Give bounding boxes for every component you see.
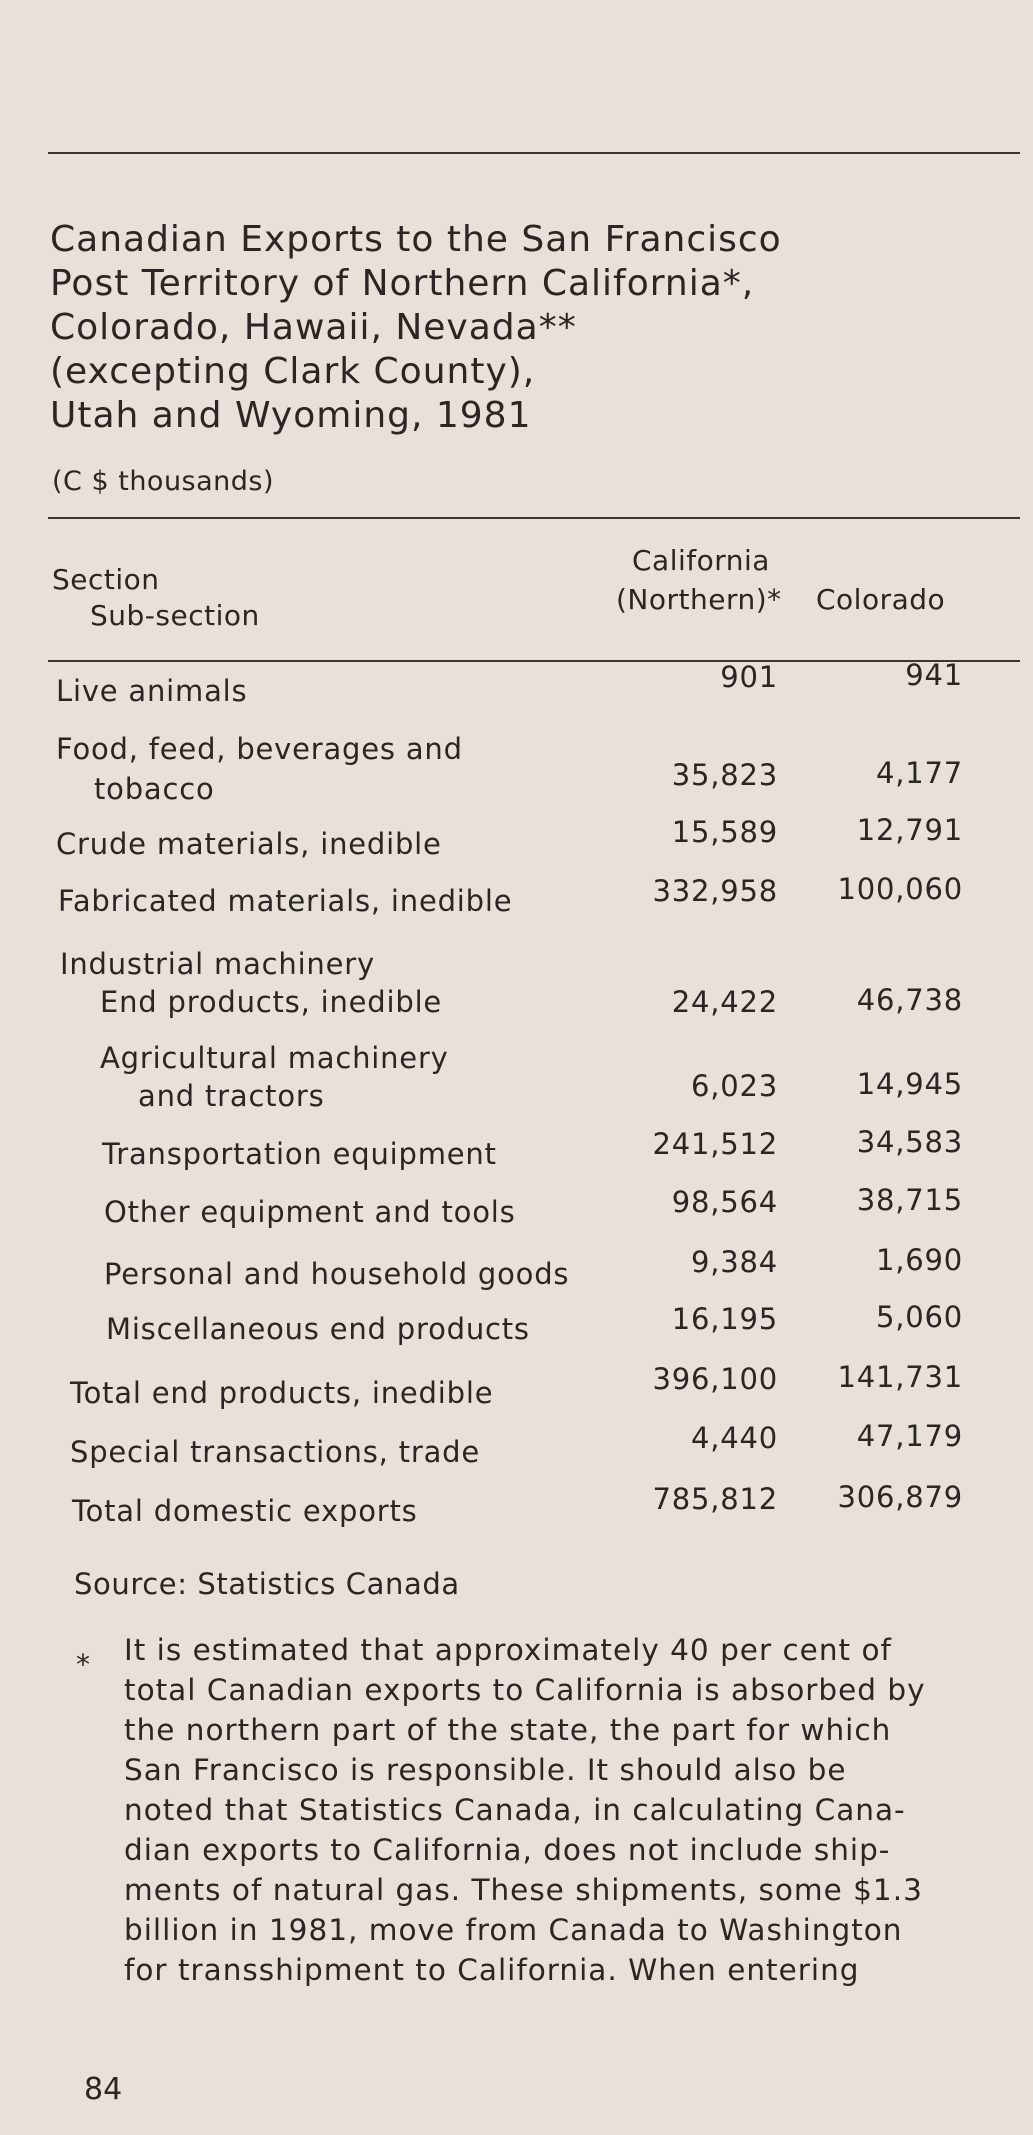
cell-california: 24,422	[671, 985, 778, 1019]
title-line: Colorado, Hawaii, Nevada**	[50, 307, 577, 348]
cell-colorado: 5,060	[875, 1300, 963, 1334]
header-colorado: Colorado	[816, 583, 946, 616]
cell-california: 35,823	[671, 758, 778, 792]
cell-colorado: 46,738	[856, 983, 963, 1017]
footnote-line: total Canadian exports to California is …	[124, 1673, 926, 1707]
footnote-line: for transshipment to California. When en…	[124, 1953, 860, 1987]
header-bottom-rule	[48, 660, 1020, 662]
row-label-continued: and tractors	[138, 1079, 325, 1113]
header-top-rule	[48, 517, 1020, 519]
header-subsection: Sub-section	[90, 599, 260, 632]
cell-california: 4,440	[690, 1421, 778, 1455]
cell-california: 98,564	[671, 1185, 778, 1219]
table-units: (C $ thousands)	[52, 466, 275, 497]
cell-colorado: 100,060	[837, 872, 963, 906]
footnote-line: It is estimated that approximately 40 pe…	[124, 1633, 892, 1667]
cell-colorado: 34,583	[856, 1125, 963, 1159]
cell-colorado: 47,179	[856, 1419, 963, 1453]
cell-california: 785,812	[652, 1482, 778, 1516]
row-label: Total end products, inedible	[70, 1376, 494, 1410]
row-label: Food, feed, beverages and	[56, 732, 463, 766]
title-line: Canadian Exports to the San Francisco	[50, 219, 782, 260]
cell-colorado: 941	[905, 658, 963, 692]
cell-california: 16,195	[671, 1302, 778, 1336]
cell-california: 241,512	[652, 1127, 778, 1161]
footnote-line: ments of natural gas. These shipments, s…	[124, 1873, 923, 1907]
footnote-line: billion in 1981, move from Canada to Was…	[124, 1913, 903, 1947]
cell-california: 332,958	[652, 874, 778, 908]
row-label: Agricultural machinery	[100, 1041, 449, 1075]
header-california-northern: (Northern)*	[616, 583, 782, 616]
footnote: It is estimated that approximately 40 pe…	[124, 1630, 984, 1990]
cell-colorado: 4,177	[875, 756, 963, 790]
footnote-line: the northern part of the state, the part…	[124, 1713, 892, 1747]
top-rule	[48, 152, 1020, 154]
row-label: Miscellaneous end products	[106, 1312, 530, 1346]
footnote-line: dian exports to California, does not inc…	[124, 1833, 891, 1867]
header-section: Section	[52, 563, 160, 596]
row-label: Fabricated materials, inedible	[58, 884, 513, 918]
cell-colorado: 38,715	[856, 1183, 963, 1217]
cell-california: 9,384	[690, 1245, 778, 1279]
cell-california: 901	[720, 660, 778, 694]
page-number: 84	[84, 2072, 123, 2107]
cell-california: 6,023	[690, 1069, 778, 1103]
title-line: (excepting Clark County),	[50, 351, 536, 392]
row-label-continued: End products, inedible	[100, 985, 443, 1019]
footnote-marker: *	[76, 1648, 90, 1681]
cell-colorado: 14,945	[856, 1067, 963, 1101]
cell-colorado: 141,731	[837, 1360, 963, 1394]
row-label: Personal and household goods	[104, 1257, 570, 1291]
row-label: Crude materials, inedible	[56, 827, 442, 861]
footnote-line: noted that Statistics Canada, in calcula…	[124, 1793, 906, 1827]
row-label: Industrial machinery	[60, 947, 375, 981]
cell-california: 15,589	[671, 815, 778, 849]
cell-colorado: 306,879	[837, 1480, 963, 1514]
title-line: Utah and Wyoming, 1981	[50, 395, 532, 436]
row-label: Transportation equipment	[102, 1137, 497, 1171]
row-label: Other equipment and tools	[104, 1195, 516, 1229]
title-line: Post Territory of Northern California*,	[50, 263, 755, 304]
header-california: California	[632, 544, 770, 577]
cell-colorado: 1,690	[875, 1243, 963, 1277]
table-title: Canadian Exports to the San Francisco Po…	[50, 218, 950, 438]
row-label-continued: tobacco	[94, 772, 215, 806]
cell-colorado: 12,791	[856, 813, 963, 847]
footnote-line: San Francisco is responsible. It should …	[124, 1753, 847, 1787]
row-label: Special transactions, trade	[70, 1435, 480, 1469]
source-note: Source: Statistics Canada	[74, 1567, 460, 1601]
row-label: Live animals	[56, 674, 248, 708]
row-label: Total domestic exports	[72, 1494, 418, 1528]
cell-california: 396,100	[652, 1362, 778, 1396]
